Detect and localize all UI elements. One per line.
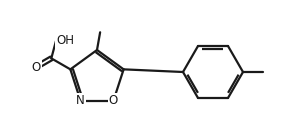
Text: O: O <box>31 61 40 74</box>
Text: N: N <box>76 94 85 107</box>
Text: O: O <box>109 94 118 107</box>
Text: OH: OH <box>56 34 74 47</box>
